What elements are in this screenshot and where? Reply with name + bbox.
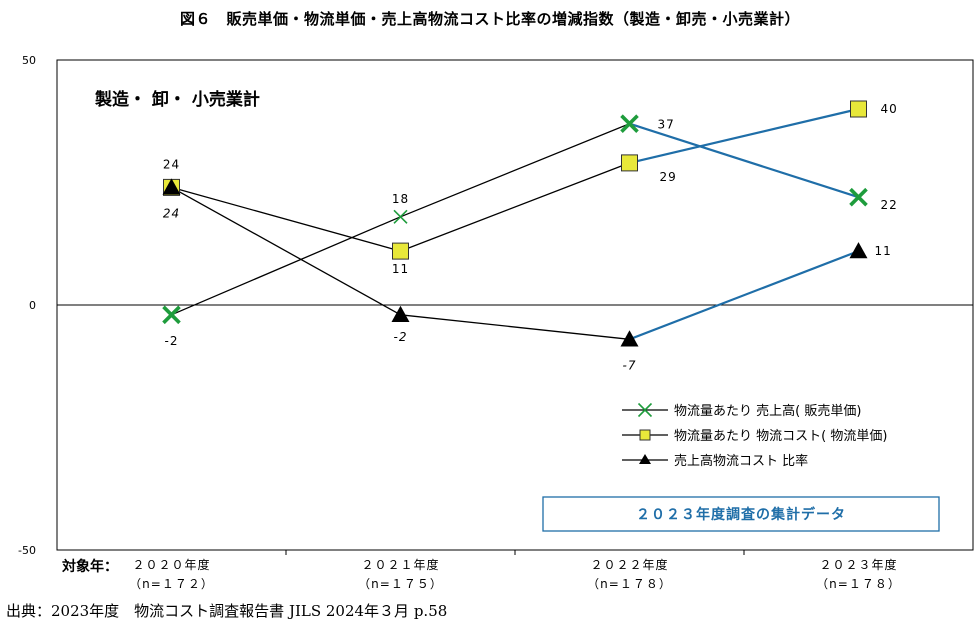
series-line-segment (629, 122, 859, 199)
y-tick-label: 50 (22, 54, 36, 67)
series-marker (391, 305, 410, 322)
legend-label: 売上高物流コスト 比率 (674, 453, 808, 469)
data-label: 37 (658, 118, 675, 132)
data-label: 24 (163, 157, 180, 171)
series-marker (162, 305, 181, 325)
data-label: 24 (163, 206, 180, 220)
x-category-label: ２０２０年度 (132, 557, 210, 572)
series-marker (850, 100, 867, 118)
series-line-segment (400, 162, 630, 252)
series-marker (849, 242, 868, 259)
series-marker (162, 178, 181, 195)
legend-marker (637, 402, 653, 418)
x-category-note: （n=１７８） (587, 577, 672, 591)
series-marker (393, 209, 408, 224)
data-label: -2 (165, 334, 179, 348)
x-category-label: ２０２１年度 (361, 557, 439, 572)
series-marker (392, 242, 409, 260)
data-label: 18 (392, 192, 409, 206)
data-label: 40 (881, 102, 898, 116)
chart-title: 図６ 販売単価・物流単価・売上高物流コスト比率の増減指数（製造・卸売・小売業計） (179, 10, 800, 28)
x-prefix-label: 対象年： (61, 558, 118, 575)
line-chart: 50 0 -50 対象年： ２０２０年度 （n=１７２） ２０２１年度 （n=１７５） ２０２２… (18, 54, 974, 591)
banner-text: ２０２３年度調査の集計データ (636, 506, 846, 523)
banner-box (542, 496, 940, 532)
data-label: -7 (623, 358, 637, 372)
series-line-segment (400, 314, 630, 340)
data-label: 11 (392, 262, 409, 276)
series-line-segment (171, 186, 401, 252)
legend-label: 物流量あたり 売上高( 販売単価) (674, 403, 861, 419)
x-category-note: （n=１７２） (129, 577, 214, 591)
x-category-note: （n=１７５） (358, 577, 443, 591)
y-tick-label: -50 (18, 544, 36, 557)
data-label: -2 (394, 330, 408, 344)
legend-marker (639, 429, 651, 441)
chart-subtitle: 製造・ 卸・ 小売業計 (94, 89, 260, 110)
series-line-segment (629, 107, 859, 164)
data-label: 22 (881, 198, 898, 212)
series-line-segment (629, 250, 859, 341)
series-marker (620, 330, 639, 347)
y-tick-label: 0 (29, 299, 36, 312)
series-marker (620, 114, 639, 133)
series-line-segment (171, 186, 401, 316)
series-line-segment (171, 216, 401, 316)
x-category-label: ２０２２年度 (590, 557, 668, 572)
x-category-note: （n=１７８） (816, 577, 901, 591)
data-label: 29 (660, 170, 677, 184)
source-note: 出典：2023年度 物流コスト調査報告書 JILS 2024年３月 p.58 (6, 602, 448, 620)
data-label: 11 (875, 244, 892, 258)
series-marker (849, 187, 868, 207)
series-marker (621, 154, 638, 172)
legend-marker (639, 454, 651, 464)
series-line-segment (400, 123, 630, 218)
x-category-label: ２０２３年度 (819, 557, 897, 572)
legend-label: 物流量あたり 物流コスト( 物流単価) (674, 428, 887, 444)
